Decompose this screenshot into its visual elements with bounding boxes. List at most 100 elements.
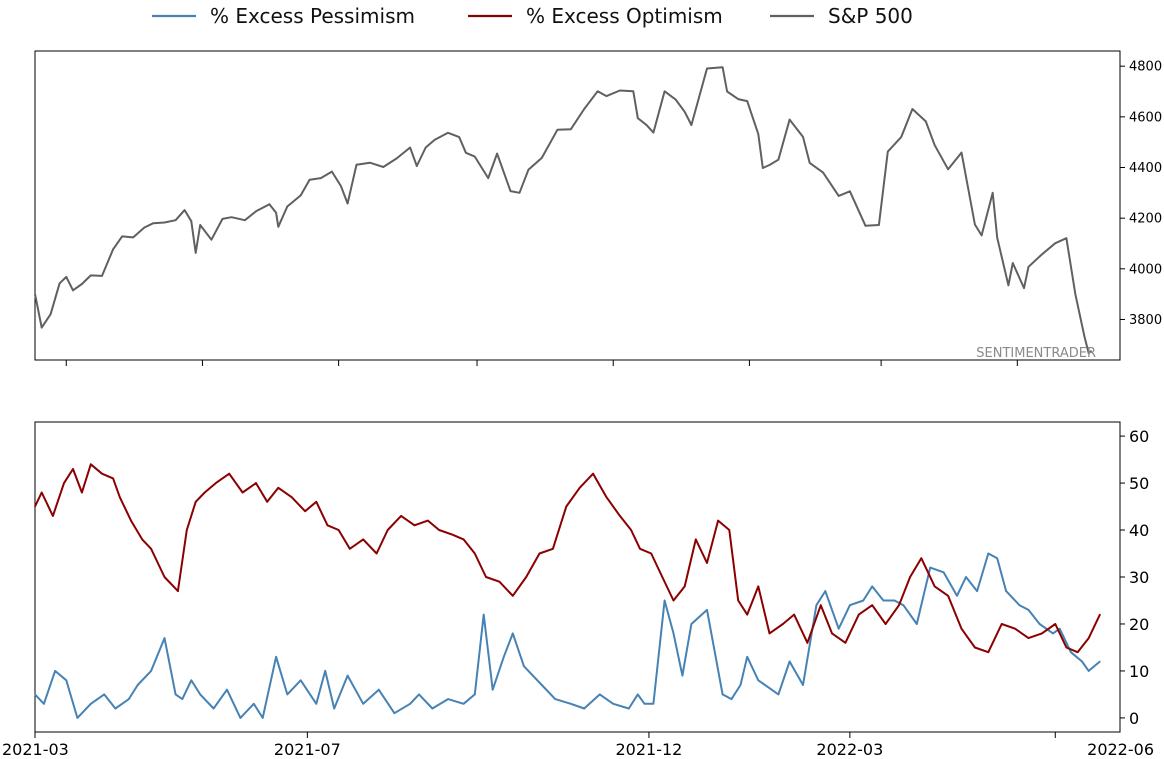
data-point-excess-optimism <box>315 501 318 503</box>
data-point-s-p-500 <box>619 89 621 92</box>
data-point-excess-pessimism <box>532 674 534 677</box>
data-point-excess-pessimism <box>1027 609 1030 611</box>
data-point-s-p-500 <box>947 168 949 171</box>
data-point-excess-optimism <box>898 604 900 606</box>
data-point-excess-optimism <box>119 496 121 499</box>
data-point-excess-pessimism <box>976 590 978 592</box>
data-point-excess-pessimism <box>777 693 780 696</box>
data-point-s-p-500 <box>1087 352 1090 355</box>
data-point-excess-pessimism <box>1038 623 1041 625</box>
data-point-excess-optimism <box>565 505 568 508</box>
data-point-excess-optimism <box>130 519 132 522</box>
y-tick-label: 10 <box>1129 662 1149 681</box>
data-point-excess-optimism <box>578 487 581 489</box>
data-point-excess-pessimism <box>730 698 733 700</box>
x-tick-label: 2021-07 <box>274 740 341 759</box>
top-x-ticks <box>65 360 1018 366</box>
data-point-excess-optimism <box>737 599 739 602</box>
data-point-excess-pessimism <box>637 693 639 696</box>
data-point-excess-pessimism <box>757 679 760 682</box>
data-point-excess-pessimism <box>199 693 201 696</box>
data-point-s-p-500 <box>911 108 914 110</box>
data-point-excess-optimism <box>960 627 963 630</box>
data-point-excess-optimism <box>72 468 74 470</box>
data-point-s-p-500 <box>746 100 748 102</box>
data-point-excess-pessimism <box>672 632 675 635</box>
data-point-s-p-500 <box>777 158 780 161</box>
data-point-excess-optimism <box>974 646 976 649</box>
data-point-s-p-500 <box>163 221 166 224</box>
data-point-excess-optimism <box>438 529 440 531</box>
data-point-s-p-500 <box>34 293 36 295</box>
data-point-s-p-500 <box>980 234 983 237</box>
data-point-s-p-500 <box>509 190 512 192</box>
data-point-excess-optimism <box>884 623 887 625</box>
data-point-s-p-500 <box>58 282 61 285</box>
data-point-excess-optimism <box>844 642 847 644</box>
data-point-excess-pessimism <box>721 693 724 696</box>
data-point-s-p-500 <box>690 124 693 126</box>
data-point-s-p-500 <box>887 150 889 153</box>
data-point-excess-pessimism <box>447 698 449 700</box>
data-point-s-p-500 <box>1012 262 1014 264</box>
legend: % Excess Pessimism % Excess Optimism S&P… <box>152 4 913 28</box>
series-excess-optimism <box>34 463 1101 654</box>
data-point-s-p-500 <box>706 67 708 70</box>
data-point-excess-pessimism <box>253 703 255 705</box>
data-point-excess-pessimism <box>431 707 434 710</box>
data-point-s-p-500 <box>849 190 851 193</box>
x-tick-label: 2021-12 <box>616 740 683 759</box>
data-point-excess-pessimism <box>628 707 630 710</box>
data-point-excess-pessimism <box>324 670 327 672</box>
data-point-excess-pessimism <box>690 623 693 625</box>
data-point-excess-pessimism <box>103 693 105 696</box>
data-point-s-p-500 <box>174 219 177 221</box>
data-point-excess-pessimism <box>599 693 601 696</box>
data-point-s-p-500 <box>596 90 599 93</box>
data-point-excess-optimism <box>920 557 923 559</box>
data-point-s-p-500 <box>1027 266 1030 268</box>
data-point-excess-optimism <box>304 510 306 512</box>
data-point-s-p-500 <box>556 129 559 131</box>
y-tick-label: 40 <box>1129 521 1149 540</box>
data-point-excess-pessimism <box>996 557 998 559</box>
data-point-excess-pessimism <box>333 707 336 710</box>
data-point-s-p-500 <box>275 212 277 214</box>
data-point-s-p-500 <box>90 274 92 277</box>
data-point-excess-optimism <box>337 529 340 531</box>
data-point-excess-pessimism <box>663 599 666 602</box>
data-point-s-p-500 <box>674 98 677 101</box>
data-point-s-p-500 <box>1083 335 1086 337</box>
data-point-s-p-500 <box>1023 287 1025 289</box>
data-point-excess-pessimism <box>942 571 945 574</box>
data-point-excess-pessimism <box>418 693 420 696</box>
data-point-excess-pessimism <box>114 707 117 710</box>
watermark: SENTIMENTRADER <box>976 346 1096 361</box>
data-point-s-p-500 <box>518 192 521 194</box>
bottom-x-axis: 2021-03 2021-07 2021-12 2022-03 2022-06 <box>2 732 1154 759</box>
data-point-excess-pessimism <box>174 693 177 696</box>
data-point-excess-pessimism <box>523 665 525 667</box>
data-point-excess-optimism <box>538 552 541 555</box>
data-point-excess-optimism <box>683 585 686 588</box>
data-point-excess-optimism <box>266 501 269 503</box>
data-point-s-p-500 <box>277 226 280 228</box>
data-point-excess-pessimism <box>503 656 505 658</box>
bottom-panel-frame <box>34 421 1121 733</box>
data-point-s-p-500 <box>340 185 342 187</box>
data-point-excess-optimism <box>413 524 416 527</box>
data-point-s-p-500 <box>221 218 224 220</box>
data-point-s-p-500 <box>183 209 186 211</box>
data-point-s-p-500 <box>788 118 791 121</box>
data-point-s-p-500 <box>925 120 927 123</box>
data-point-s-p-500 <box>382 166 385 168</box>
data-point-excess-pessimism <box>788 660 791 663</box>
data-point-excess-optimism <box>806 642 809 644</box>
y-tick-label: 4200 <box>1129 212 1162 227</box>
data-point-s-p-500 <box>194 252 197 254</box>
data-point-excess-pessimism <box>1058 627 1061 630</box>
data-point-excess-optimism <box>241 491 244 494</box>
data-point-s-p-500 <box>802 136 804 138</box>
data-point-s-p-500 <box>458 136 461 138</box>
data-point-excess-optimism <box>782 623 784 625</box>
